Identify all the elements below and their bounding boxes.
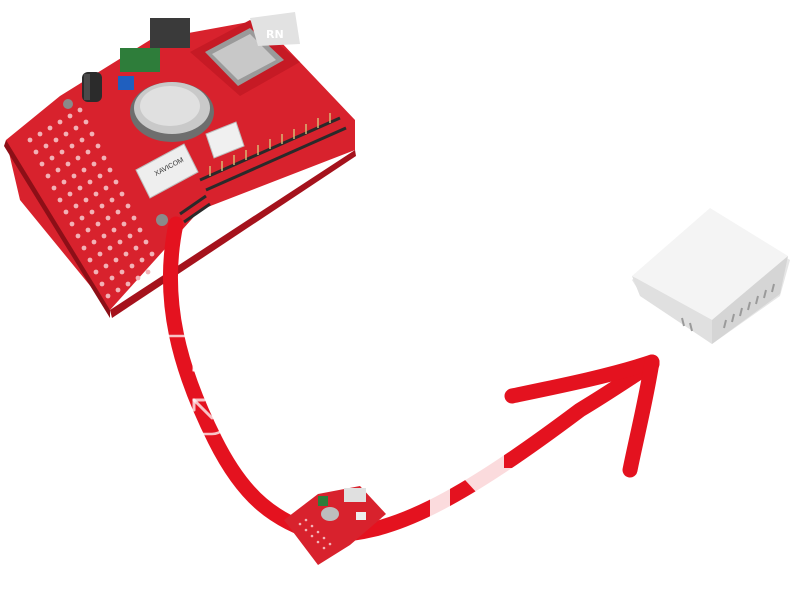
board-label: RN <box>266 28 284 41</box>
red-arrow <box>162 216 660 543</box>
small-dev-board <box>284 486 386 565</box>
sensor-enclosure <box>632 208 790 344</box>
coin-cell-battery <box>130 82 214 142</box>
relay-right <box>205 121 245 159</box>
relay-left: XAVICOM <box>135 143 199 199</box>
rf-module: RN <box>190 12 300 96</box>
shrink-icon[interactable] <box>128 334 230 436</box>
usb-connector <box>120 48 160 72</box>
mount-hole <box>156 214 168 226</box>
prototype-hole-grid <box>27 107 155 299</box>
capacitor <box>82 72 102 102</box>
large-dev-board: RN XAVICOM <box>4 12 356 318</box>
potentiometer <box>118 76 134 90</box>
header-block <box>150 18 190 48</box>
download-icon[interactable] <box>428 428 550 534</box>
